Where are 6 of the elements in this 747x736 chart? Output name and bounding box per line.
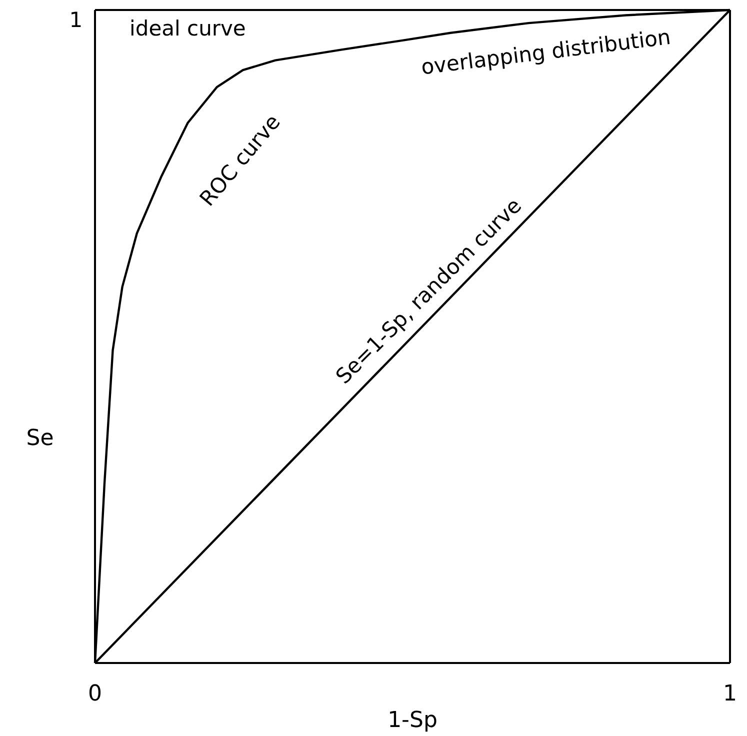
annotation: overlapping distribution <box>420 24 672 80</box>
x-tick-label: 0 <box>88 682 102 707</box>
y-axis-title: Se <box>26 426 54 451</box>
annotation: ideal curve <box>130 16 246 41</box>
x-axis-title: 1-Sp <box>388 708 438 733</box>
text: 1 <box>69 8 83 32</box>
